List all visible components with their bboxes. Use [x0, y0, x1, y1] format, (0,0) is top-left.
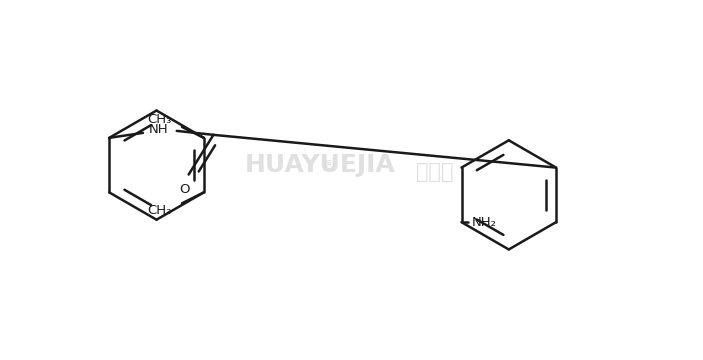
Text: ®: ®: [322, 159, 335, 172]
Text: NH: NH: [149, 123, 169, 136]
Text: O: O: [179, 184, 190, 197]
Text: 化学邦: 化学邦: [415, 162, 453, 182]
Text: HUAYUEJIA: HUAYUEJIA: [245, 153, 396, 177]
Text: CH₃: CH₃: [148, 113, 172, 126]
Text: NH₂: NH₂: [472, 216, 496, 229]
Text: CH₃: CH₃: [148, 204, 172, 217]
